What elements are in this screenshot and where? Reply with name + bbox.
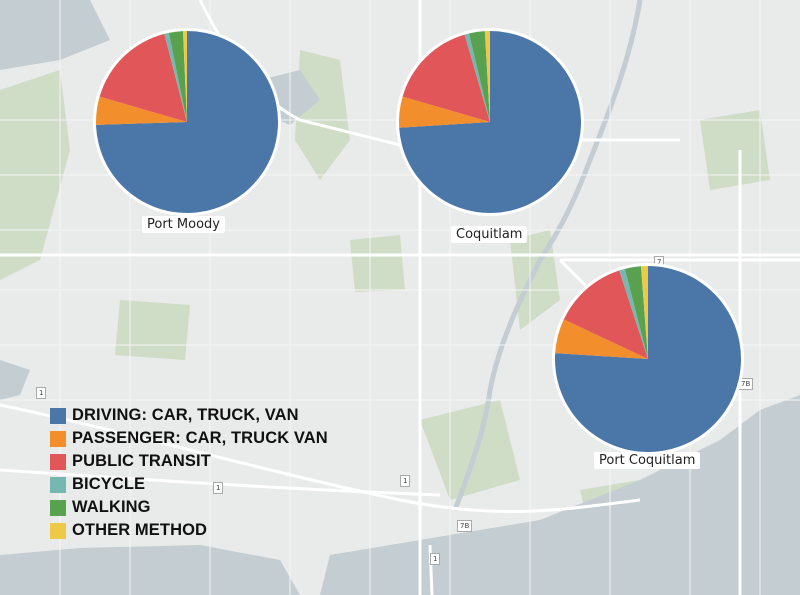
pie-chart-coquitlam[interactable] <box>395 27 585 217</box>
pie-slice[interactable] <box>464 33 490 122</box>
pie-slice[interactable] <box>168 31 187 122</box>
legend-label: DRIVING: CAR, TRUCK, VAN <box>72 406 299 424</box>
legend-item: PASSENGER: CAR, TRUCK VAN <box>50 427 328 450</box>
legend-label: WALKING <box>72 498 151 516</box>
legend-swatch <box>50 453 66 470</box>
legend-item: WALKING <box>50 496 328 519</box>
legend-label: BICYCLE <box>72 475 146 493</box>
legend-swatch <box>50 522 66 539</box>
legend-item: BICYCLE <box>50 473 328 496</box>
legend-label: PASSENGER: CAR, TRUCK VAN <box>72 429 328 447</box>
legend-item: DRIVING: CAR, TRUCK, VAN <box>50 404 328 427</box>
legend: DRIVING: CAR, TRUCK, VAN PASSENGER: CAR, … <box>50 404 328 542</box>
legend-swatch <box>50 499 66 516</box>
pie-slice[interactable] <box>555 319 648 359</box>
city-label-coquitlam: Coquitlam <box>451 226 528 243</box>
road-shield: 1 <box>430 553 441 565</box>
pie-slice[interactable] <box>399 96 490 128</box>
legend-item: PUBLIC TRANSIT <box>50 450 328 473</box>
legend-swatch <box>50 476 66 493</box>
pie-slice[interactable] <box>96 31 278 213</box>
pie-chart-port-coquitlam[interactable] <box>551 262 745 456</box>
pie-slice[interactable] <box>96 96 187 125</box>
road-shield: 1 <box>213 482 224 494</box>
legend-label: PUBLIC TRANSIT <box>72 452 211 470</box>
pie-slice[interactable] <box>99 33 187 122</box>
pie-slice[interactable] <box>399 31 581 214</box>
pie-slice[interactable] <box>624 266 648 359</box>
legend-label: OTHER METHOD <box>72 521 208 539</box>
city-label-port-coquitlam: Port Coquitlam <box>594 452 701 469</box>
pie-chart-port-moody[interactable] <box>92 27 282 217</box>
pie-slice[interactable] <box>402 34 490 122</box>
legend-swatch <box>50 430 66 447</box>
pie-slice[interactable] <box>164 32 187 122</box>
pie-slice[interactable] <box>182 31 187 122</box>
road-shield: 7B <box>457 520 473 532</box>
road-shield: 1 <box>36 387 47 399</box>
river <box>452 0 643 511</box>
pie-slice[interactable] <box>484 31 490 122</box>
legend-swatch <box>50 407 66 424</box>
city-label-port-moody: Port Moody <box>142 216 225 233</box>
road-shield: 1 <box>400 475 411 487</box>
pie-slice[interactable] <box>469 31 490 122</box>
pie-slice[interactable] <box>640 266 648 359</box>
pie-slice[interactable] <box>619 268 648 359</box>
legend-item: OTHER METHOD <box>50 519 328 542</box>
pie-slice[interactable] <box>563 270 648 359</box>
